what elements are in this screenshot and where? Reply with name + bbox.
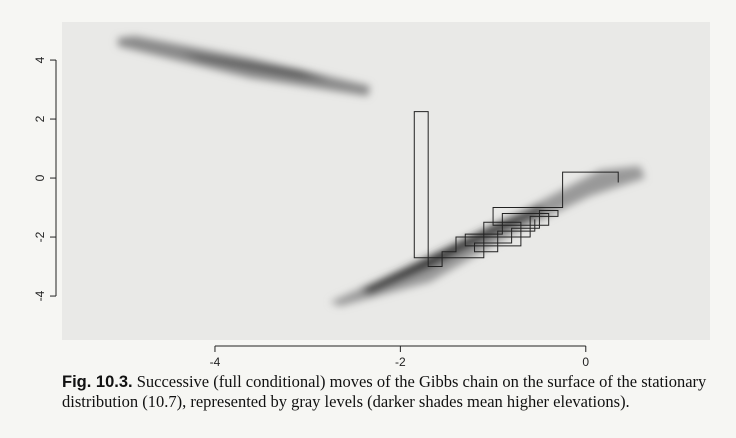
y-tick-label: -2 <box>33 231 47 242</box>
caption-text: Successive (full conditional) moves of t… <box>62 372 707 411</box>
y-tick-label: 2 <box>33 115 47 122</box>
x-tick-label: -2 <box>395 355 406 369</box>
y-tick-label: 4 <box>33 56 47 63</box>
x-tick-label: 0 <box>582 355 589 369</box>
x-tick-label: -4 <box>210 355 221 369</box>
density-shading <box>118 36 645 306</box>
y-tick-label: -4 <box>33 290 47 301</box>
y-tick-label: 0 <box>33 174 47 181</box>
chart: -4 -2 0 -4 -2 0 2 4 <box>33 22 710 369</box>
caption-label: Fig. 10.3. <box>62 373 133 391</box>
caption: Fig. 10.3. Successive (full conditional)… <box>62 372 722 412</box>
gibbs-chain <box>413 111 619 268</box>
